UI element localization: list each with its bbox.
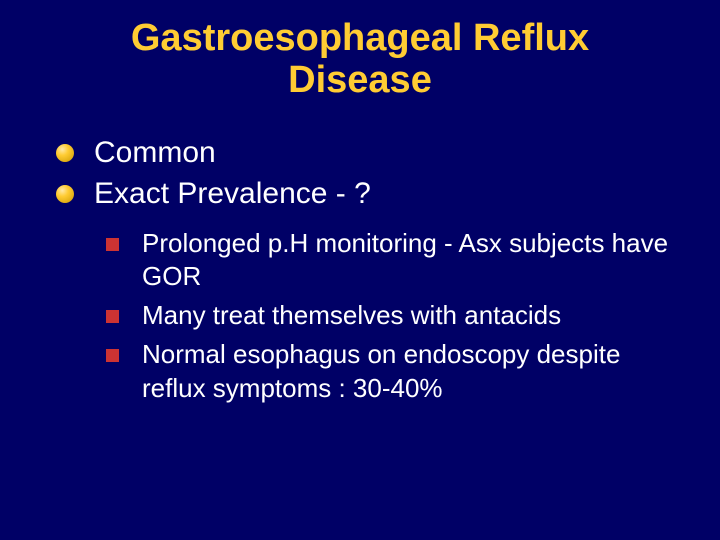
- list-item: Common: [50, 134, 680, 172]
- level1-list: Common Exact Prevalence - ?: [50, 134, 680, 213]
- bullet-text: Exact Prevalence - ?: [94, 177, 371, 210]
- list-item: Many treat themselves with antacids: [102, 299, 680, 332]
- slide-title: Gastroesophageal Reflux Disease: [40, 18, 680, 102]
- bullet-text: Common: [94, 136, 216, 169]
- list-item: Exact Prevalence - ?: [50, 175, 680, 213]
- list-item: Prolonged p.H monitoring - Asx subjects …: [102, 227, 680, 294]
- list-item: Normal esophagus on endoscopy despite re…: [102, 338, 680, 405]
- bullet-text: Prolonged p.H monitoring - Asx subjects …: [142, 228, 668, 291]
- bullet-text: Many treat themselves with antacids: [142, 300, 561, 330]
- bullet-text: Normal esophagus on endoscopy despite re…: [142, 339, 620, 402]
- slide: Gastroesophageal Reflux Disease Common E…: [0, 0, 720, 540]
- level2-list: Prolonged p.H monitoring - Asx subjects …: [102, 227, 680, 405]
